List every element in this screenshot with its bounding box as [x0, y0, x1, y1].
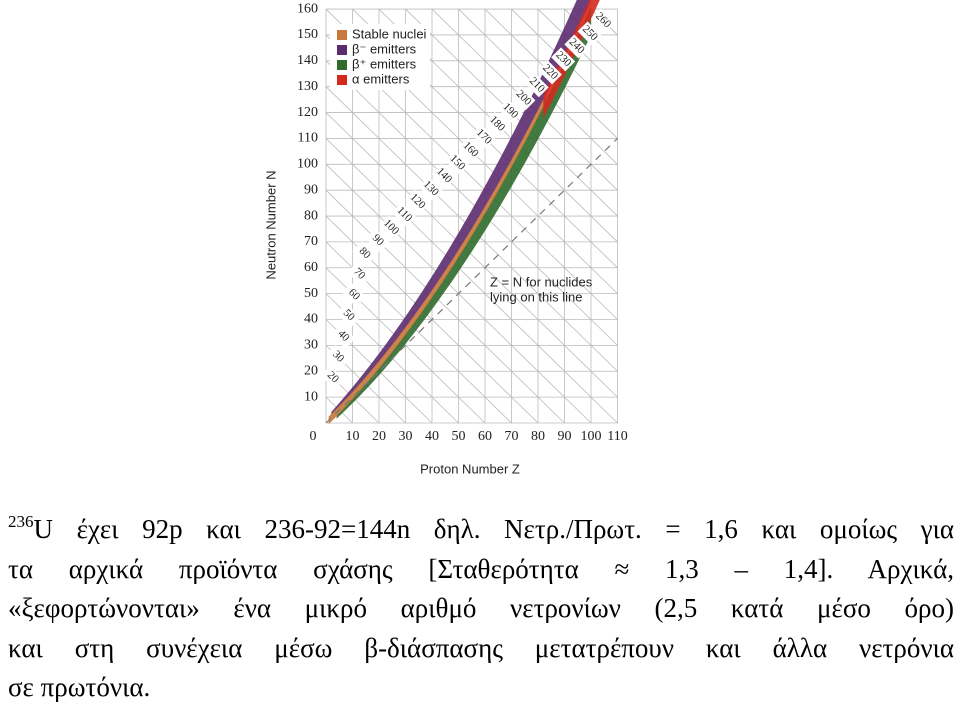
- legend-label: β⁻ emitters: [352, 41, 417, 56]
- y-tick-label: 110: [298, 131, 318, 146]
- x-tick-label: 110: [607, 429, 627, 444]
- legend-swatch: [337, 45, 347, 55]
- text-line: σε πρωτόνια.: [8, 668, 954, 708]
- mass-label-bg: [590, 8, 615, 33]
- x-tick-label: 80: [531, 429, 545, 444]
- y-tick-label: 130: [297, 79, 318, 94]
- diagonal-line: [325, 112, 618, 398]
- legend-swatch: [337, 75, 347, 85]
- mass-label-bg: [325, 344, 350, 369]
- mass-label-bg: [431, 163, 456, 188]
- mass-label-bg: [347, 262, 372, 287]
- text-line-content: U έχει 92p και 236-92=144n δηλ. Νετρ./Πρ…: [33, 514, 955, 544]
- legend-swatch: [337, 60, 347, 70]
- legend-label: α emitters: [352, 71, 410, 86]
- text-line: τα αρχικά προϊόντα σχάσης [Σταθερότητα ≈…: [8, 550, 954, 590]
- mass-label-bg: [405, 189, 430, 214]
- origin-label: 0: [310, 429, 317, 444]
- y-tick-label: 10: [304, 389, 318, 404]
- body-text: 236U έχει 92p και 236-92=144n δηλ. Νετρ.…: [8, 510, 954, 708]
- text-line-content: τα αρχικά προϊόντα σχάσης [Σταθερότητα ≈…: [8, 553, 954, 584]
- mass-label-bg: [392, 202, 417, 227]
- mass-label-bg: [577, 21, 602, 46]
- mass-label-bg: [471, 124, 496, 150]
- legend-label: Stable nuclei: [352, 26, 427, 41]
- y-tick-label: 160: [297, 1, 318, 16]
- nuclide-band: [331, 0, 591, 416]
- z-equals-n-line: [325, 138, 618, 424]
- diagonal-line: [325, 138, 618, 424]
- superscript: 236: [8, 512, 34, 531]
- text-line-content: «ξεφορτώνονται» ένα μικρό αριθμό νετρονί…: [8, 593, 954, 623]
- y-tick-label: 120: [297, 105, 318, 120]
- y-tick-label: 80: [304, 208, 318, 223]
- x-tick-label: 60: [478, 429, 492, 444]
- y-tick-label: 20: [304, 363, 318, 378]
- x-tick-label: 20: [372, 429, 386, 444]
- x-tick-label: 10: [346, 429, 360, 444]
- x-axis-label: Proton Number Z: [420, 461, 520, 476]
- y-tick-label: 150: [297, 27, 318, 42]
- legend-label: β⁺ emitters: [352, 56, 417, 71]
- mass-label-bg: [378, 215, 403, 240]
- x-tick-label: 100: [581, 429, 602, 444]
- mass-label-bg: [418, 176, 443, 201]
- y-tick-label: 50: [304, 286, 318, 301]
- x-tick-label: 70: [505, 429, 519, 444]
- mass-label-bg: [320, 365, 345, 390]
- annotation: Z = N for nuclides: [490, 274, 593, 289]
- mass-label-bg: [511, 86, 536, 111]
- mass-label-bg: [458, 137, 483, 162]
- mass-label-bg: [484, 112, 509, 137]
- y-tick-label: 140: [297, 53, 318, 68]
- text-line-content: και στη συνέχεια μέσω β-διάσπασης μετατρ…: [8, 632, 954, 663]
- mass-label-bg: [336, 303, 361, 328]
- diagonal-line: [325, 189, 565, 424]
- text-line: 236U έχει 92p και 236-92=144n δηλ. Νετρ.…: [8, 510, 954, 550]
- y-tick-label: 100: [297, 157, 318, 172]
- mass-label-bg: [537, 60, 562, 85]
- y-tick-label: 70: [304, 234, 318, 249]
- x-tick-label: 40: [425, 429, 439, 444]
- mass-label-bg: [498, 99, 523, 124]
- mass-label-bg: [365, 228, 390, 253]
- y-tick-label: 60: [304, 260, 318, 275]
- diagonal-line: [325, 60, 618, 346]
- y-tick-label: 40: [304, 312, 318, 327]
- mass-label-bg: [341, 282, 366, 307]
- text-line-content: σε πρωτόνια.: [8, 672, 151, 702]
- annotation: lying on this line: [490, 289, 583, 304]
- x-tick-label: 30: [399, 429, 413, 444]
- mass-label-bg: [352, 241, 377, 266]
- legend-swatch: [337, 30, 347, 40]
- text-line: και στη συνέχεια μέσω β-διάσπασης μετατρ…: [8, 629, 954, 669]
- y-tick-label: 30: [304, 338, 318, 353]
- mass-label-bg: [551, 47, 576, 72]
- mass-label-bg: [524, 73, 549, 98]
- x-tick-label: 90: [558, 429, 572, 444]
- mass-label-bg: [564, 34, 589, 59]
- mass-label-bg: [331, 324, 356, 349]
- y-tick-label: 90: [304, 182, 318, 197]
- y-axis-label: Neutron Number N: [263, 170, 278, 279]
- text-line: «ξεφορτώνονται» ένα μικρό αριθμό νετρονί…: [8, 589, 954, 629]
- nuclide-chart: 0 10 20 30 40 50 60 70 80 90 100 110 10 20 30 40 50 60 70 8…: [263, 0, 628, 476]
- mass-label-bg: [445, 150, 470, 175]
- x-tick-label: 50: [452, 429, 466, 444]
